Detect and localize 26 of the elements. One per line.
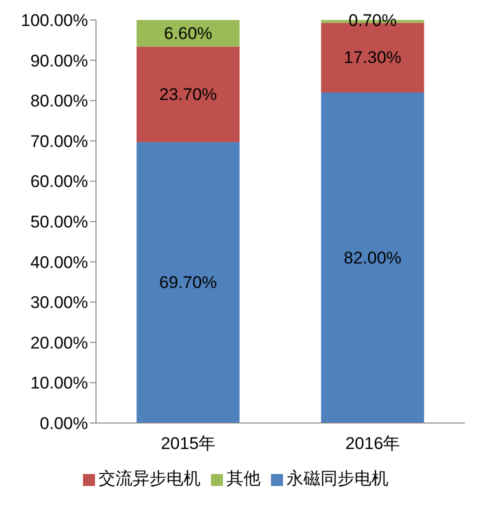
legend-label: 永磁同步电机 [286, 469, 388, 488]
legend-label: 交流异步电机 [98, 469, 200, 488]
data-label: 82.00% [344, 248, 402, 268]
data-label: 69.70% [159, 273, 217, 292]
x-tick-label: 2015年 [160, 434, 216, 454]
bar [136, 46, 240, 142]
y-tick-label: 80.00% [30, 92, 88, 111]
y-tick-label: 20.00% [30, 333, 88, 352]
bar [136, 142, 240, 423]
y-tick-label: 30.00% [30, 293, 88, 312]
data-label: 6.60% [164, 24, 212, 43]
data-label: 0.70% [348, 10, 397, 30]
x-tick-label: 2016年 [345, 434, 400, 454]
y-tick-label: 50.00% [30, 212, 88, 232]
bar [136, 20, 240, 47]
y-tick-label: 10.00% [30, 374, 88, 393]
data-label: 17.30% [344, 48, 402, 68]
y-tick-label: 0.00% [40, 414, 88, 434]
y-tick-label: 40.00% [30, 252, 88, 272]
bar [321, 92, 424, 423]
y-tick-label: 90.00% [30, 51, 88, 70]
y-tick-label: 70.00% [30, 132, 88, 151]
data-label: 23.70% [159, 84, 217, 104]
legend-label: 其他 [226, 469, 260, 488]
y-tick-label: 100.00% [20, 11, 88, 30]
y-tick-label: 60.00% [30, 172, 88, 192]
